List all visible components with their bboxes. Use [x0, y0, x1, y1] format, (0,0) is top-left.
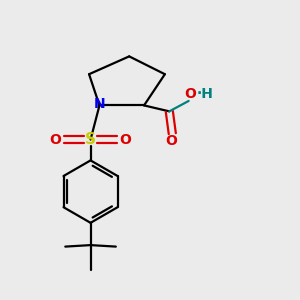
Text: N: N: [94, 97, 105, 111]
Text: O: O: [165, 134, 177, 148]
Text: O: O: [50, 133, 61, 147]
Text: O: O: [120, 133, 132, 147]
Text: O: O: [184, 87, 196, 101]
Text: ·H: ·H: [196, 87, 213, 101]
Text: S: S: [85, 132, 96, 147]
